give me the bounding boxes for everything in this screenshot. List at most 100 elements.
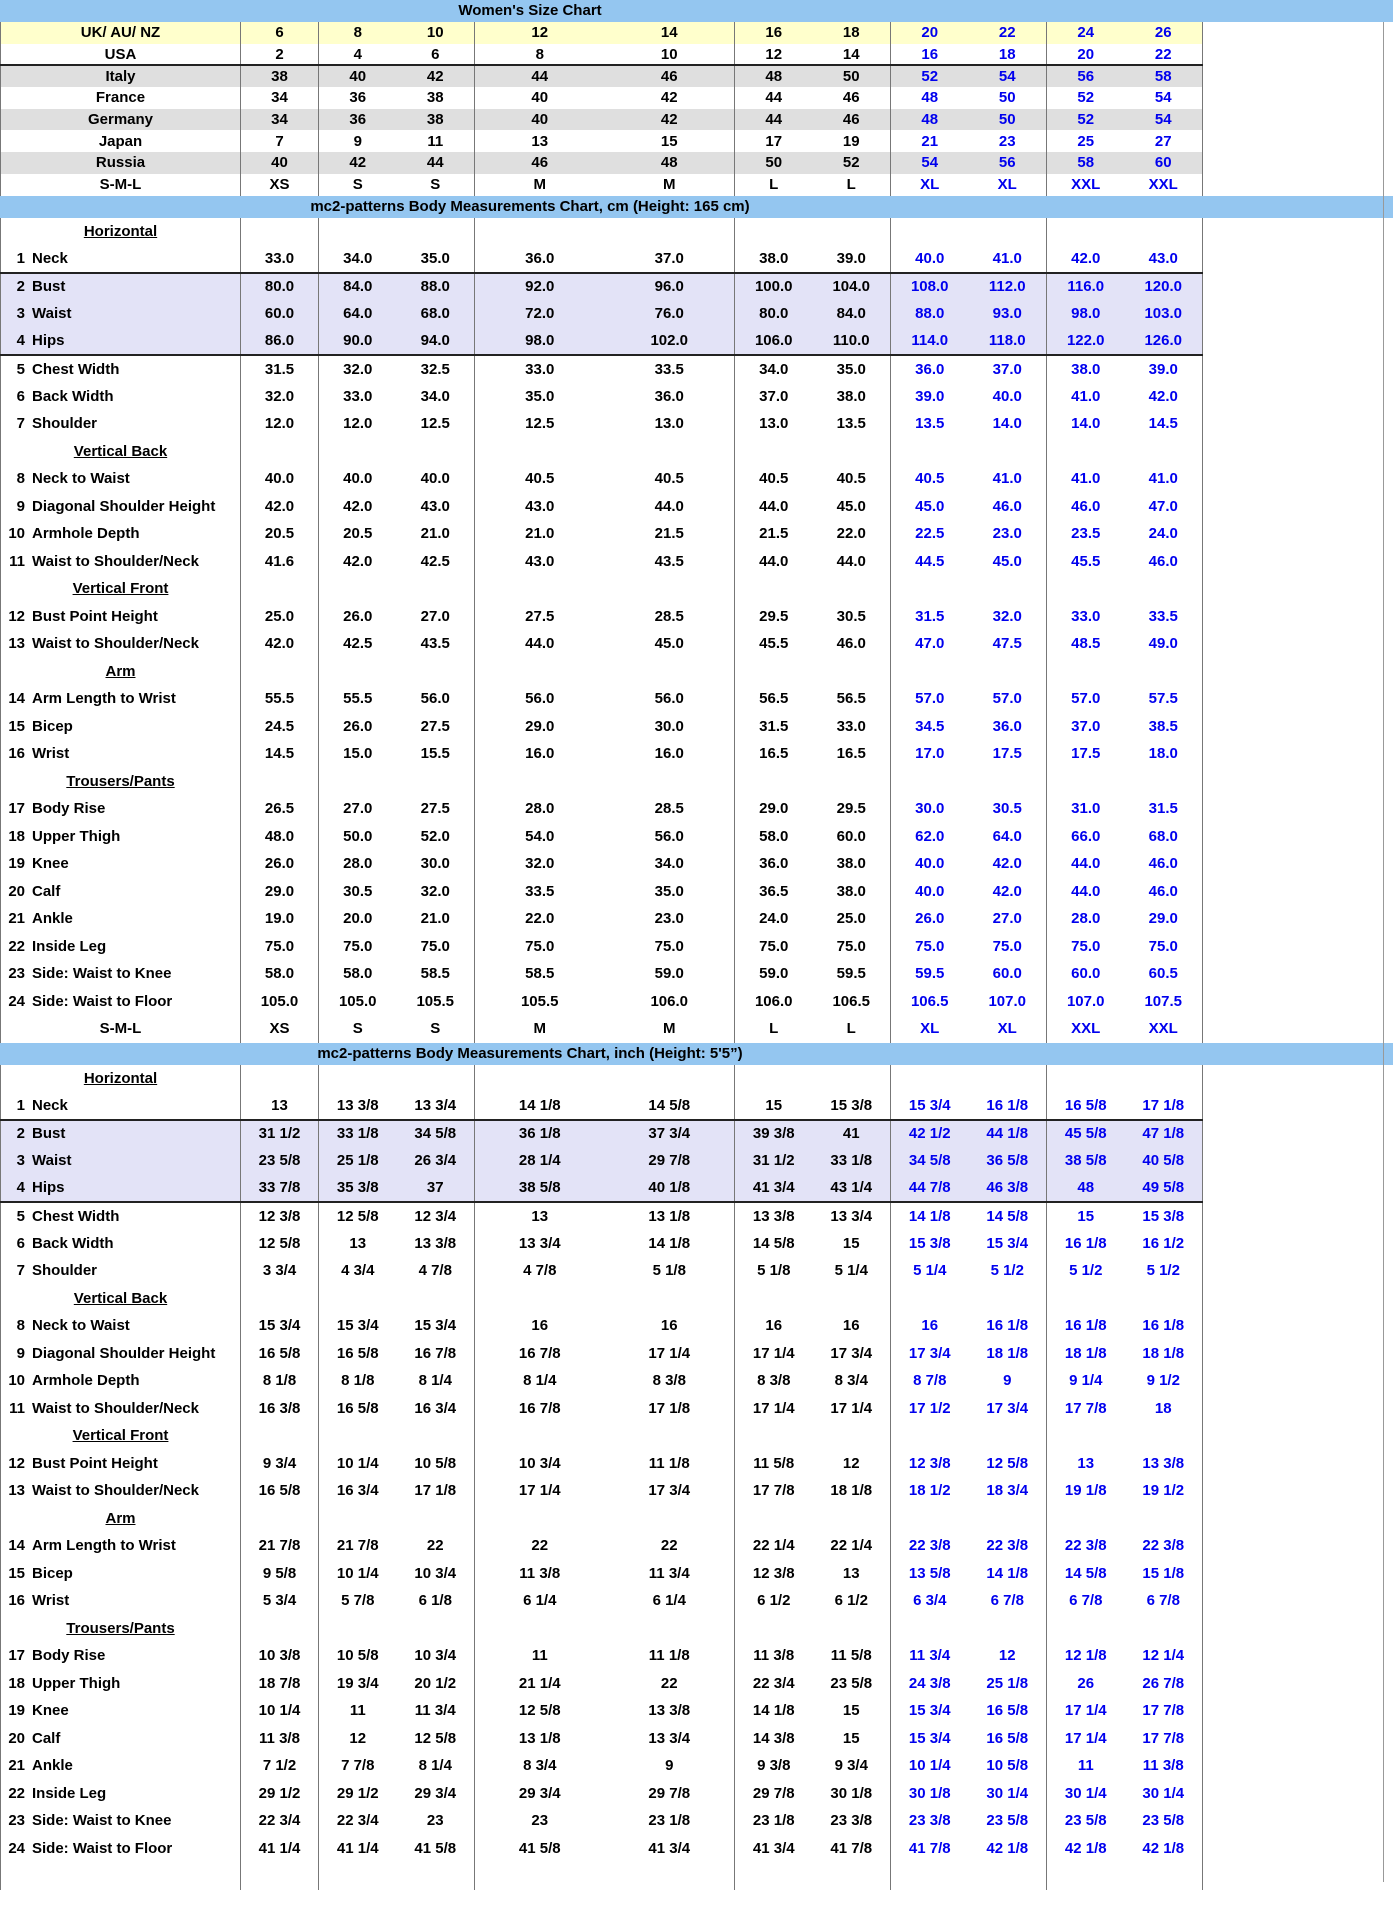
measurement-label-cell: 19 Knee: [0, 1697, 241, 1725]
row-number: 7: [16, 415, 25, 433]
row-label: Waist to Shoulder/Neck: [32, 552, 199, 570]
value-cell: 17 3/4: [968, 1394, 1047, 1422]
value-cell: 8 1/8: [240, 1367, 319, 1395]
value-cell: 20.0: [343, 910, 373, 928]
value-cell: 60: [1124, 152, 1203, 174]
value-cell: [812, 1064, 891, 1092]
value-cell: [735, 1065, 813, 1093]
value-cell: [735, 658, 813, 686]
table-row: 20 Calf 11 3/8 12 12 5/8 13 1/8 13 3/4 14 3/8 15…: [0, 1724, 1203, 1752]
row-label-cell: Germany: [0, 108, 241, 131]
value-cell: 9 5/8: [240, 1559, 319, 1587]
value-cell: [968, 1064, 1047, 1092]
value-cell: [240, 575, 319, 603]
value-cell: S: [352, 1020, 363, 1038]
value-cell: 29.0: [240, 877, 319, 905]
value-cell: [812, 1614, 891, 1642]
measurement-label-cell: 3 Waist: [0, 300, 241, 328]
value-cell: 18 1/8: [968, 1339, 1047, 1367]
value-cell: XL: [920, 1020, 940, 1038]
value-cell: 16 5/8: [1046, 1092, 1125, 1121]
value-cell: 36: [349, 89, 367, 107]
measurement-label-cell: 15 Bicep: [0, 1559, 241, 1587]
value-cell: [812, 1504, 891, 1532]
value-cell: 16 5/8: [240, 1477, 319, 1505]
value-cell: 16 3/4: [396, 1394, 475, 1422]
inch-section-title: mc2-patterns Body Measurements Chart, in…: [317, 1044, 743, 1062]
value-cell: 16: [921, 1317, 939, 1335]
section-label: Horizontal: [83, 1069, 158, 1087]
value-cell: 13: [531, 1207, 549, 1225]
value-cell: 14 5/8: [1064, 1564, 1107, 1582]
section-label-cell: Horizontal: [0, 217, 241, 245]
value-cell: 58.5: [525, 965, 555, 983]
value-cell: 37.0: [604, 245, 735, 274]
table-row: 21 Ankle 7 1/2 7 7/8 8 1/4 8 3/4 9 9 3/8 9 3/4 10…: [0, 1752, 1203, 1780]
table-row: Germany 34 36 38 40 42 44 46 48 50 52 54: [0, 108, 1203, 131]
value-cell: 33.0: [240, 245, 319, 274]
value-cell: 40.0: [343, 470, 373, 488]
row-label: Bust Point Height: [32, 1454, 158, 1472]
section-label-cell: Vertical Front: [0, 575, 241, 603]
sheet-right-gridline: [1383, 22, 1384, 1882]
value-cell: 126.0: [1124, 327, 1203, 356]
value-cell: 84.0: [812, 300, 891, 328]
value-cell: 24: [1046, 22, 1125, 44]
value-cell: 12 5/8: [336, 1207, 379, 1225]
value-cell: 8 1/4: [396, 1367, 475, 1395]
value-cell: 16 7/8: [396, 1339, 475, 1367]
value-cell: [604, 1862, 735, 1890]
value-cell: 8 3/4: [812, 1367, 891, 1395]
table-row: 21 Ankle 19.0 20.0 21.0 22.0 23.0 24.0 25.0 26.0 2…: [0, 905, 1203, 933]
section-header-row: Arm: [0, 657, 1203, 686]
cm-measurements-table: Horizontal 1 Neck 33.0 34.0 35.0 36.0 37.0 38.0 3…: [0, 217, 1203, 1043]
row-number: 15: [8, 1564, 25, 1582]
value-cell: 46: [604, 65, 735, 88]
table-row: 18 Upper Thigh 18 7/8 19 3/4 20 1/2 21 1/4 22 2…: [0, 1669, 1203, 1697]
value-cell: [735, 575, 813, 603]
value-cell: [319, 1065, 397, 1093]
value-cell: 98.0: [474, 327, 605, 356]
value-cell: 27.5: [396, 712, 475, 740]
value-cell: 40.0: [915, 855, 945, 873]
value-cell: 26.0: [343, 717, 373, 735]
table-row: 16 Wrist 5 3/4 5 7/8 6 1/8 6 1/4 6 1/4 6 1/2 6 1…: [0, 1587, 1203, 1615]
value-cell: [891, 438, 969, 466]
value-cell: 56.0: [604, 685, 735, 713]
value-cell: 17 1/8: [604, 1394, 735, 1422]
value-cell: 10 3/8: [240, 1642, 319, 1670]
value-cell: 14 1/8: [908, 1207, 951, 1225]
value-cell: 15: [604, 130, 735, 153]
value-cell: 30.5: [968, 795, 1047, 823]
row-number: 20: [8, 882, 25, 900]
table-row: 5 Chest Width 31.5 32.0 32.5 33.0 33.5 34.0 35.0…: [0, 355, 1203, 383]
value-cell: 38.0: [734, 245, 813, 274]
row-number: 2: [16, 278, 25, 296]
value-cell: [396, 217, 475, 245]
measurement-label-cell: 6 Back Width: [0, 1229, 241, 1257]
value-cell: 12 3/8: [752, 1564, 795, 1582]
section-header-row: Arm: [0, 1504, 1203, 1532]
value-cell: 45 5/8: [1046, 1119, 1125, 1147]
value-cell: 46.0: [812, 630, 891, 658]
value-cell: 36.0: [604, 382, 735, 410]
value-cell: 8 1/8: [341, 1372, 375, 1390]
value-cell: 40.5: [525, 470, 555, 488]
value-cell: 33.5: [604, 355, 735, 383]
table-row: UK/ AU/ NZ 6 8 10 12 14 16 18 20 22 24 26: [0, 22, 1203, 44]
value-cell: 26 3/4: [396, 1147, 475, 1175]
value-cell: 16.5: [812, 740, 891, 768]
value-cell: [240, 1064, 319, 1092]
value-cell: 37.0: [759, 387, 789, 405]
table-row: 1 Neck 13 13 3/8 13 3/4 14 1/8 14 5/8 15 15 3/8 1…: [0, 1092, 1203, 1121]
value-cell: 44: [765, 89, 783, 107]
value-cell: 42.0: [240, 492, 319, 520]
value-cell: 30.5: [812, 602, 891, 630]
row-number: 23: [8, 965, 25, 983]
value-cell: 41: [812, 1119, 891, 1147]
value-cell: 23 5/8: [240, 1147, 319, 1175]
table-row: [0, 1862, 1203, 1890]
value-cell: 56.0: [525, 690, 555, 708]
value-cell: 75.0: [604, 932, 735, 960]
value-cell: 15: [812, 1724, 891, 1752]
